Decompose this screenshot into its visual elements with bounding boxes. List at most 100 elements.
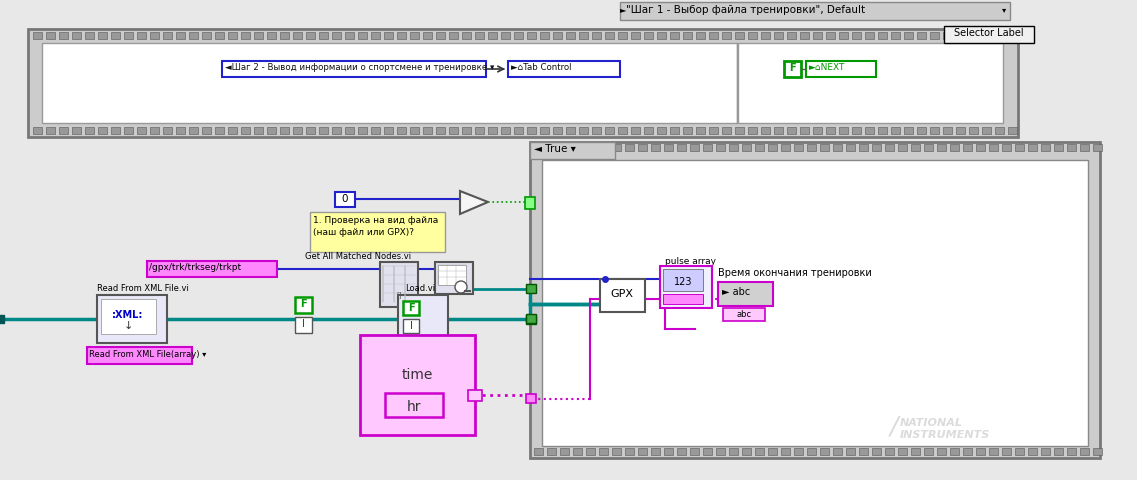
Text: Load.vi: Load.vi — [405, 283, 435, 292]
Bar — [839, 33, 848, 40]
Bar — [293, 128, 302, 135]
Bar — [885, 144, 894, 152]
Bar — [951, 448, 958, 455]
Bar — [72, 128, 81, 135]
Bar — [904, 128, 913, 135]
Bar — [663, 269, 703, 291]
Bar — [525, 198, 536, 210]
Bar — [423, 33, 432, 40]
Bar — [229, 33, 236, 40]
Bar — [924, 448, 933, 455]
Bar — [858, 448, 868, 455]
Bar — [280, 33, 289, 40]
Bar — [833, 144, 843, 152]
Bar — [163, 33, 172, 40]
Bar — [767, 144, 777, 152]
Bar — [449, 33, 458, 40]
Bar — [241, 128, 250, 135]
Bar — [163, 128, 172, 135]
Text: Get All Matched Nodes.vi: Get All Matched Nodes.vi — [305, 252, 412, 261]
Text: 1. Проверка на вид файла: 1. Проверка на вид файла — [313, 216, 438, 225]
Bar — [657, 128, 666, 135]
Bar — [202, 33, 211, 40]
Bar — [111, 128, 121, 135]
Bar — [664, 144, 673, 152]
Bar — [241, 33, 250, 40]
Bar — [310, 213, 445, 252]
Bar — [528, 128, 536, 135]
Bar — [599, 144, 608, 152]
Bar — [592, 128, 601, 135]
Bar — [88, 347, 192, 364]
Bar — [911, 144, 920, 152]
Bar — [722, 33, 731, 40]
Bar — [85, 128, 94, 135]
Bar — [98, 33, 107, 40]
Bar — [911, 448, 920, 455]
Bar — [638, 448, 647, 455]
Text: GPX: GPX — [611, 288, 633, 299]
Text: ▾: ▾ — [1002, 5, 1006, 14]
Bar — [638, 144, 647, 152]
Bar — [852, 128, 861, 135]
Bar — [787, 128, 796, 135]
Bar — [150, 33, 159, 40]
Text: ►⌂NEXT: ►⌂NEXT — [810, 63, 846, 72]
Bar — [683, 33, 692, 40]
Bar — [918, 33, 926, 40]
Bar — [136, 33, 146, 40]
Bar — [690, 144, 699, 152]
Bar — [306, 128, 315, 135]
Bar — [885, 448, 894, 455]
Bar — [530, 143, 1099, 458]
Bar — [738, 44, 1003, 124]
Bar — [1028, 448, 1037, 455]
Bar — [586, 448, 595, 455]
Bar — [514, 33, 523, 40]
Bar — [989, 448, 998, 455]
Bar — [1041, 144, 1049, 152]
Bar — [995, 128, 1004, 135]
Bar — [397, 33, 406, 40]
Bar — [566, 33, 575, 40]
Bar — [825, 33, 835, 40]
Bar — [176, 128, 185, 135]
Bar — [398, 295, 448, 343]
Bar — [358, 128, 367, 135]
Bar — [397, 128, 406, 135]
Bar — [664, 448, 673, 455]
Text: []: [] — [397, 290, 401, 297]
Bar — [825, 128, 835, 135]
Bar — [865, 33, 874, 40]
Bar — [787, 33, 796, 40]
Bar — [703, 144, 712, 152]
Bar — [748, 33, 757, 40]
Bar — [462, 33, 471, 40]
Bar — [1002, 144, 1011, 152]
Bar — [488, 128, 497, 135]
Bar — [717, 282, 773, 306]
Text: (наш файл или GPX)?: (наш файл или GPX)? — [313, 228, 414, 237]
Bar — [924, 144, 933, 152]
Bar — [904, 33, 913, 40]
Bar — [722, 128, 731, 135]
Bar — [534, 448, 543, 455]
Bar — [605, 33, 614, 40]
Text: ►⌂Tab Control: ►⌂Tab Control — [511, 63, 572, 72]
Bar — [526, 285, 536, 293]
Bar — [891, 128, 901, 135]
Bar — [956, 33, 965, 40]
Bar — [631, 33, 640, 40]
Bar — [215, 128, 224, 135]
Bar — [612, 144, 621, 152]
Bar — [488, 33, 497, 40]
Bar — [1009, 33, 1016, 40]
Bar — [930, 128, 939, 135]
Text: 0: 0 — [342, 193, 348, 204]
Bar — [540, 33, 549, 40]
Text: /: / — [890, 414, 898, 438]
Bar — [526, 314, 536, 324]
Bar — [385, 393, 443, 417]
Bar — [101, 300, 156, 334]
Bar — [33, 33, 42, 40]
